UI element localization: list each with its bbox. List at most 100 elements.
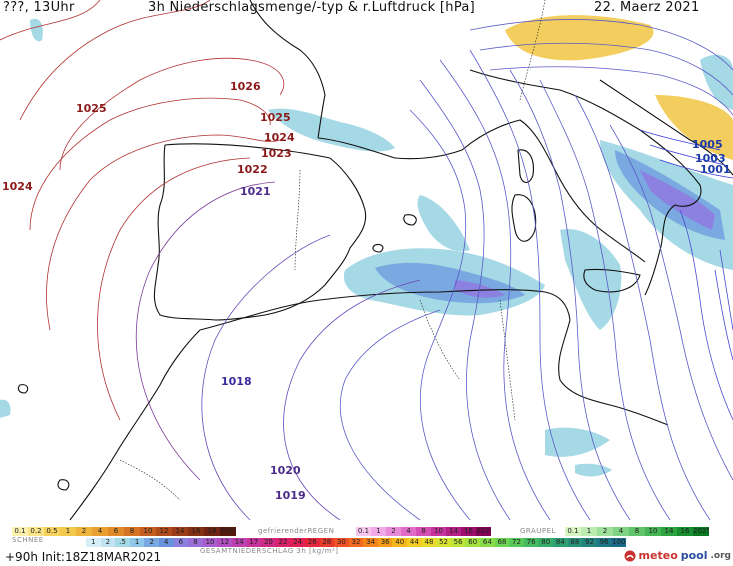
legend-cell: 68: [494, 538, 510, 547]
legend-cell: 14: [661, 527, 677, 536]
isobar-label: 1025: [76, 102, 107, 115]
precipitation-areas: [0, 15, 733, 477]
legend-cell: 12: [156, 527, 172, 536]
legend-cell: 1: [129, 538, 145, 547]
isobar-lines: [0, 0, 733, 521]
legend-cell: .5: [115, 538, 130, 547]
legend-cell: 26: [304, 538, 320, 547]
legend-cell: 40: [392, 538, 408, 547]
isobar-label: 1025: [260, 111, 291, 124]
isobar-label: 1024: [264, 131, 295, 144]
isobar-label: 1021: [240, 185, 271, 198]
graupel-caption: GRAUPEL: [520, 527, 556, 535]
legend-cell: 10: [645, 527, 661, 536]
legend-cell: 2: [144, 538, 159, 547]
isobar-label: 1026: [230, 80, 261, 93]
legend-cell: 8: [629, 527, 645, 536]
isobar-label: 1003: [695, 152, 726, 165]
map-title: 3h Niederschlagsmenge/-typ & r.Luftdruck…: [148, 0, 476, 15]
legend-cell: 1: [86, 538, 101, 547]
legend-cell: 0.1: [565, 527, 581, 536]
legend-cell: 0.1: [356, 527, 371, 536]
legend-cell: 2: [76, 527, 92, 536]
legend-cell: 0.1: [12, 527, 28, 536]
brand-pool: pool: [680, 549, 708, 562]
legend-cell: 32: [348, 538, 364, 547]
snow-caption: SCHNEE: [12, 536, 44, 544]
isobar-label: 1001: [700, 163, 731, 176]
legend-cell: 14: [231, 538, 247, 547]
legend-cell: 36: [377, 538, 393, 547]
legend-cell: 80: [538, 538, 553, 547]
run-time-label: ???, 13Uhr: [3, 0, 75, 15]
legend-cell: 16: [188, 527, 204, 536]
brand-meteo: meteo: [638, 549, 678, 562]
legend-cell: 88: [567, 538, 583, 547]
legend-cell: 2025+: [220, 527, 236, 536]
legend-cell: 16: [461, 527, 476, 536]
legend-cell: 28: [319, 538, 335, 547]
init-time-label: +90h Init:18Z18MAR2021: [5, 550, 162, 564]
legend-cell: 18: [204, 527, 220, 536]
isobar-label: 1005: [692, 138, 723, 151]
legend-cell: 2025+: [693, 527, 709, 536]
legend-cell: 2: [386, 527, 401, 536]
isobar-label: 1023: [261, 147, 292, 160]
isobar-labels: 1026 1025 1025 1024 1024 1023 1022 1021 …: [2, 80, 731, 502]
legend-cell: 4: [401, 527, 416, 536]
legend-cell: 2: [100, 538, 116, 547]
legend-cell: 64: [480, 538, 495, 547]
legend-cell: 14: [172, 527, 188, 536]
legend-cell: 0.2: [28, 527, 44, 536]
legend-cell: 24: [290, 538, 305, 547]
legend-cell: 20: [261, 538, 276, 547]
legend-cell: 10: [140, 527, 156, 536]
isobar-label: 1019: [275, 489, 306, 502]
legend-cell: 14: [446, 527, 461, 536]
legend-cell: 30: [334, 538, 349, 547]
country-borders: [119, 0, 546, 501]
freezing-rain-caption: gefrierenderREGEN: [258, 527, 335, 535]
isobar-label: 1020: [270, 464, 301, 477]
legend-cell: 4: [92, 527, 108, 536]
legend-cell: 34: [363, 538, 378, 547]
legend-cell: 76: [523, 538, 539, 547]
isobar-label: 1022: [237, 163, 268, 176]
legend-cell: 52: [436, 538, 451, 547]
legend-cell: 92: [582, 538, 597, 547]
legend-cell: 8: [124, 527, 140, 536]
legend-cell: 72: [509, 538, 524, 547]
meteopool-logo[interactable]: meteo pool .org: [624, 549, 731, 562]
legend-cell: 2025+: [476, 527, 491, 536]
legend-cell: 4: [158, 538, 174, 547]
valid-date: 22. Maerz 2021: [594, 0, 700, 15]
legend-cell: 22: [275, 538, 291, 547]
legend-cell: 60: [465, 538, 481, 547]
legend-cell: 56: [450, 538, 466, 547]
legend-cell: 8: [188, 538, 203, 547]
legend-cell: 4: [613, 527, 629, 536]
legend-cell: 6: [108, 527, 124, 536]
legend-cell: 12: [217, 538, 232, 547]
legend-cell: 96: [596, 538, 612, 547]
legend-cell: 10: [202, 538, 218, 547]
legend-cell: 6: [173, 538, 189, 547]
coastlines: [17, 0, 733, 521]
legend-cell: 84: [553, 538, 568, 547]
legend-cell: 2: [597, 527, 613, 536]
isobar-label: 1018: [221, 375, 252, 388]
logo-icon: [624, 550, 636, 561]
legend-cell: 1: [581, 527, 597, 536]
legend-cell: 44: [407, 538, 422, 547]
legend-cell: 16: [677, 527, 693, 536]
isobar-label: 1024: [2, 180, 33, 193]
legend-cell: 10: [431, 527, 446, 536]
legend-cell: 0.5: [44, 527, 60, 536]
legend-cell: 100: [611, 538, 626, 547]
total-precip-caption: GESAMTNIEDERSCHLAG 3h [kg/m²]: [200, 547, 339, 555]
legend-cell: 1: [371, 527, 386, 536]
